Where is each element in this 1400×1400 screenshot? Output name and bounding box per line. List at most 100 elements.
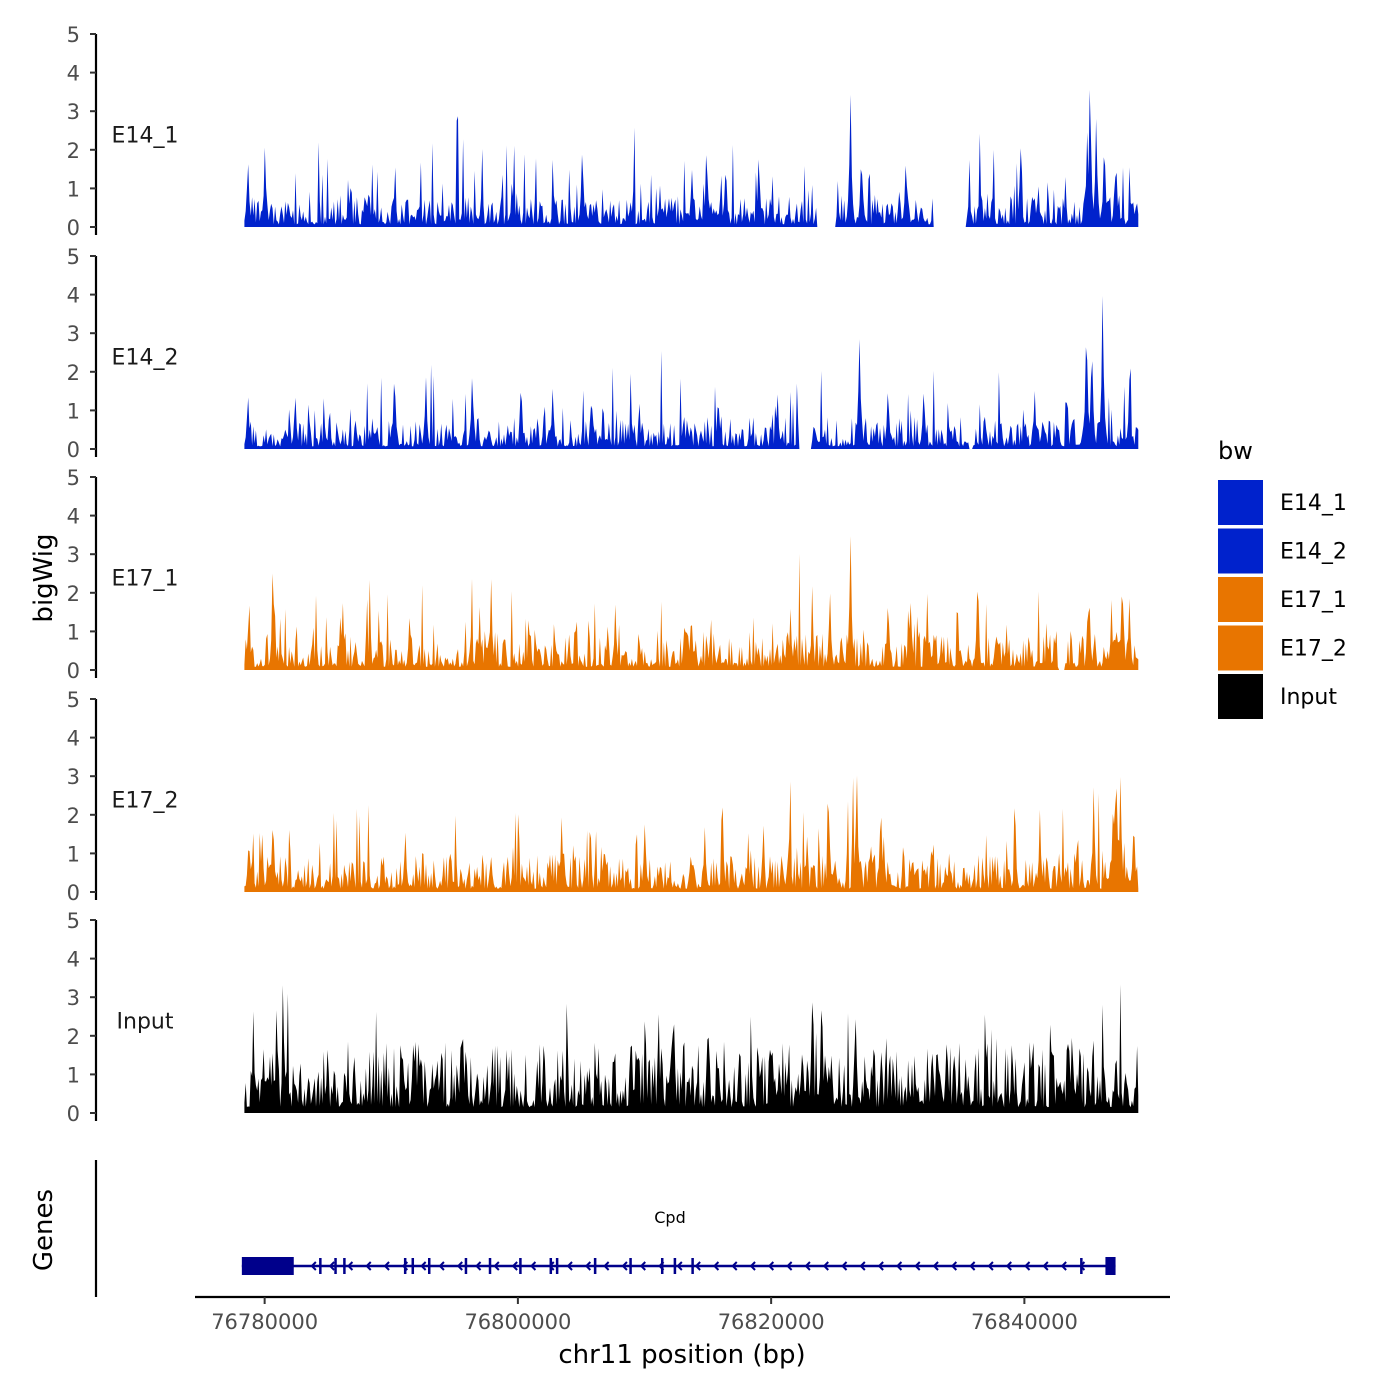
gene-exon bbox=[555, 1258, 559, 1274]
strand-arrow bbox=[438, 1261, 445, 1271]
y-tick-label: 2 bbox=[67, 804, 80, 828]
legend-swatch-E17_1 bbox=[1218, 577, 1263, 622]
strand-arrow bbox=[383, 1261, 390, 1271]
strand-arrow bbox=[456, 1261, 463, 1271]
coverage-area-E14_2 bbox=[244, 295, 1139, 449]
y-tick-label: 2 bbox=[67, 582, 80, 606]
legend-swatch-E17_2 bbox=[1218, 625, 1263, 671]
y-tick-label: 4 bbox=[67, 284, 80, 308]
gene-exon bbox=[660, 1258, 664, 1274]
y-tick-label: 4 bbox=[67, 62, 80, 86]
strand-arrow bbox=[530, 1261, 537, 1271]
strand-arrow bbox=[841, 1261, 848, 1271]
y-tick-label: 3 bbox=[67, 543, 80, 567]
strand-arrow bbox=[950, 1261, 958, 1271]
gene-exon bbox=[519, 1258, 522, 1274]
y-axis-title: bigWig bbox=[29, 533, 59, 622]
y-tick-label: 5 bbox=[67, 245, 80, 269]
x-axis-ticks: 76780000 76800000 76820000 76840000 bbox=[211, 1297, 1078, 1334]
legend-title: bw bbox=[1218, 437, 1253, 465]
gene-exon bbox=[411, 1258, 415, 1274]
gene-exon bbox=[593, 1258, 597, 1274]
coverage-area-E14_1 bbox=[244, 89, 1139, 228]
strand-arrow bbox=[493, 1261, 500, 1271]
legend: bw E14_1 E14_2 E17_1 E17_2 Input bbox=[1218, 437, 1347, 719]
y-tick-label: 0 bbox=[67, 659, 80, 683]
gene-track-label: Genes bbox=[29, 1189, 59, 1271]
gene-exon bbox=[1080, 1258, 1083, 1274]
y-tick-label: 3 bbox=[67, 765, 80, 789]
y-tick-label: 1 bbox=[67, 399, 80, 423]
strand-arrow bbox=[584, 1261, 592, 1271]
y-tick-label: 1 bbox=[67, 842, 80, 866]
gene-exon bbox=[343, 1258, 346, 1274]
gene-exon bbox=[549, 1258, 553, 1274]
y-tick-label: 2 bbox=[67, 361, 80, 385]
track-label: Input bbox=[117, 1009, 174, 1034]
x-tick-label: 76780000 bbox=[211, 1310, 318, 1334]
gene-exon bbox=[629, 1258, 632, 1274]
x-tick-label: 76840000 bbox=[971, 1310, 1078, 1334]
strand-arrow bbox=[731, 1261, 738, 1271]
strand-arrow bbox=[1060, 1261, 1067, 1271]
strand-arrow bbox=[969, 1261, 976, 1271]
strand-arrow bbox=[767, 1261, 775, 1271]
coverage-area-E17_1 bbox=[244, 536, 1139, 670]
strand-arrow bbox=[877, 1261, 884, 1271]
track-E17_2: 0 1 2 3 4 5 E17_2 bbox=[67, 688, 1139, 905]
strand-arrow bbox=[475, 1261, 482, 1271]
track-E14_1: 0 1 2 3 4 5 E14_1 bbox=[67, 23, 1139, 240]
legend-swatch-E14_1 bbox=[1218, 480, 1263, 525]
strand-arrow bbox=[896, 1261, 903, 1271]
y-tick-label: 1 bbox=[67, 1063, 80, 1087]
gene-track: Genes Cpd bbox=[29, 1160, 1116, 1297]
y-tick-label: 1 bbox=[67, 620, 80, 644]
strand-arrow bbox=[822, 1261, 829, 1271]
coverage-area-Input bbox=[244, 984, 1139, 1113]
y-tick-label: 2 bbox=[67, 139, 80, 163]
y-tick-label: 5 bbox=[67, 909, 80, 933]
track-label: E14_2 bbox=[112, 345, 179, 370]
y-tick-label: 4 bbox=[67, 727, 80, 751]
y-tick-label: 3 bbox=[67, 100, 80, 124]
strand-arrow bbox=[1042, 1261, 1049, 1271]
legend-label-E17_1: E17_1 bbox=[1280, 588, 1347, 613]
gene-exon bbox=[241, 1257, 294, 1275]
legend-label-E14_2: E14_2 bbox=[1280, 540, 1347, 565]
gene-exon bbox=[673, 1258, 677, 1274]
y-tick-label: 0 bbox=[67, 1102, 80, 1126]
strand-arrow bbox=[914, 1261, 921, 1271]
strand-arrow bbox=[310, 1261, 317, 1271]
strand-arrow bbox=[639, 1261, 646, 1271]
y-tick-label: 5 bbox=[67, 23, 80, 47]
coverage-area-E17_2 bbox=[244, 775, 1139, 892]
track-Input: 0 1 2 3 4 5 Input bbox=[67, 909, 1139, 1126]
y-tick-label: 4 bbox=[67, 505, 80, 529]
strand-arrow bbox=[676, 1261, 683, 1271]
coverage-tracks: 0 1 2 3 4 5 E14_1 0 1 2 3 4 5 E14_2 0 1 2 3 4 5 E17_1 0 1 2 3 4 5 E… bbox=[67, 23, 1139, 1126]
gene-exon bbox=[488, 1258, 492, 1274]
gene-exon bbox=[427, 1258, 431, 1274]
y-tick-label: 5 bbox=[67, 688, 80, 712]
strand-arrow bbox=[987, 1261, 994, 1271]
strand-arrow bbox=[328, 1261, 335, 1271]
strand-arrow bbox=[566, 1261, 573, 1271]
y-tick-label: 0 bbox=[67, 881, 80, 905]
gene-exon bbox=[403, 1258, 407, 1274]
strand-arrow bbox=[804, 1261, 811, 1271]
y-tick-label: 0 bbox=[67, 438, 80, 462]
strand-arrow bbox=[603, 1261, 610, 1271]
gene-exon bbox=[334, 1258, 337, 1274]
strand-arrow bbox=[786, 1261, 793, 1271]
legend-label-Input: Input bbox=[1280, 685, 1337, 710]
legend-entries: E14_1 E14_2 E17_1 E17_2 Input bbox=[1218, 480, 1347, 719]
legend-swatch-Input bbox=[1218, 674, 1263, 719]
gene-exon bbox=[1105, 1257, 1116, 1275]
y-tick-label: 5 bbox=[67, 466, 80, 490]
gene-exon bbox=[464, 1258, 468, 1274]
y-tick-label: 2 bbox=[67, 1025, 80, 1049]
track-label: E17_2 bbox=[112, 788, 179, 813]
strand-arrow bbox=[365, 1261, 372, 1271]
x-tick-label: 76820000 bbox=[718, 1310, 825, 1334]
